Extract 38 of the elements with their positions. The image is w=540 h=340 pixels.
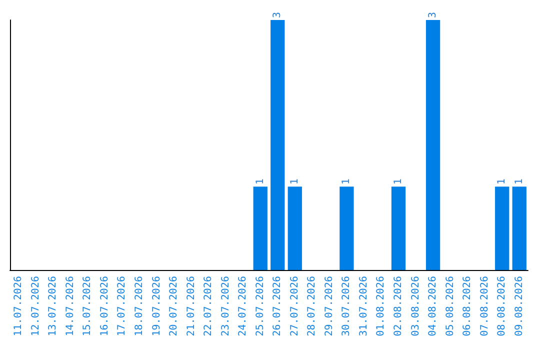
x-tick-label: 07.08.2026 [479,276,490,336]
x-tick-label: 24.07.2026 [238,276,249,336]
x-tick-label: 04.08.2026 [428,276,439,336]
x-tick-label: 09.08.2026 [514,276,525,336]
x-tick-label: 28.07.2026 [306,276,318,336]
x-tick-label: 13.07.2026 [48,276,59,336]
x-tick-label: 14.07.2026 [64,276,76,336]
x-tick-label: 01.08.2026 [376,276,387,336]
x-tick-label: 30.07.2026 [341,276,352,336]
x-tick-label: 12.07.2026 [30,276,42,336]
x-tick-label: 20.07.2026 [168,276,180,336]
x-tick-label: 18.07.2026 [134,276,145,336]
data-label: 1 [393,178,404,185]
data-label: 3 [428,12,439,18]
x-tick-label: 21.07.2026 [186,276,197,336]
x-tick-label: 27.07.2026 [289,276,300,336]
x-tick-label: 23.07.2026 [220,276,232,336]
x-tick-label: 02.08.2026 [393,276,404,336]
x-tick-label: 31.07.2026 [358,276,370,336]
x-tick-label: 06.08.2026 [462,276,474,336]
x-tick-label: 05.08.2026 [444,276,456,336]
data-label: 1 [254,178,266,185]
data-label: 3 [272,12,284,18]
x-tick-label: 19.07.2026 [151,276,162,336]
data-label: 1 [514,178,525,185]
x-tick-label: 08.08.2026 [496,276,508,336]
data-label: 1 [289,178,300,185]
x-tick-label: 29.07.2026 [324,276,335,336]
x-tick-label: 11.07.2026 [13,276,24,336]
data-label: 1 [341,178,352,185]
data-label: 1 [496,178,508,185]
x-tick-label: 16.07.2026 [99,276,110,336]
x-tick-label: 17.07.2026 [116,276,128,336]
x-tick-label: 26.07.2026 [272,276,284,336]
x-tick-label: 03.08.2026 [410,276,422,336]
x-tick-label: 25.07.2026 [254,276,266,336]
x-tick-label: 15.07.2026 [82,276,94,336]
x-tick-label: 22.07.2026 [203,276,214,336]
